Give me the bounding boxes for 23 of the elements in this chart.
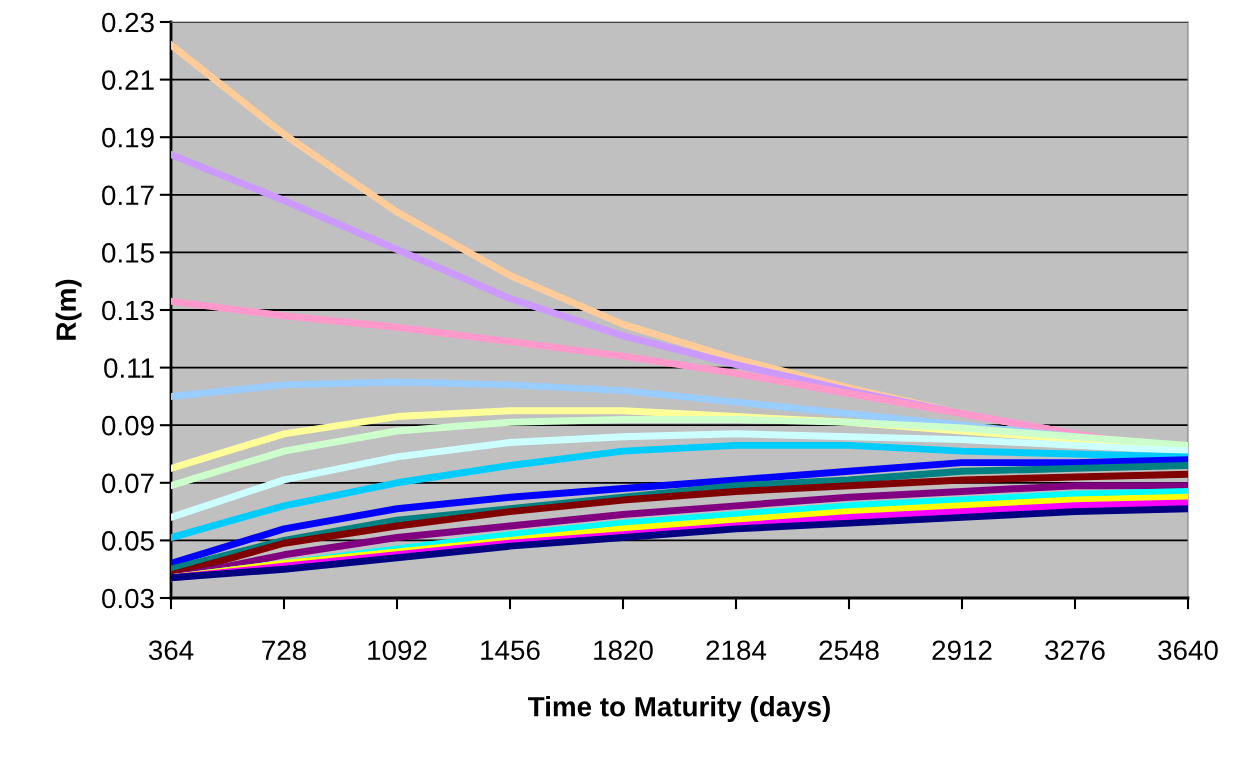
y-tick-label: 0.15 xyxy=(102,243,154,263)
x-axis-title: Time to Maturity (days) xyxy=(528,696,830,723)
y-tick-label: 0.17 xyxy=(102,185,154,206)
x-tick-label: 2548 xyxy=(819,640,879,661)
x-tick-label: 728 xyxy=(262,640,306,661)
y-tick-label: 0.21 xyxy=(102,70,154,90)
y-tick-label: 0.19 xyxy=(102,127,154,148)
y-tick-label: 0.23 xyxy=(102,12,154,33)
x-tick-label: 1820 xyxy=(594,640,653,661)
x-tick-label: 1456 xyxy=(481,640,540,661)
x-tick-label: 2184 xyxy=(706,640,767,661)
y-tick-label: 0.05 xyxy=(102,531,154,551)
x-tick-label: 3276 xyxy=(1045,640,1105,661)
y-tick-label: 0.11 xyxy=(104,358,154,378)
y-axis-title: R(m) xyxy=(55,279,82,340)
y-tick-label: 0.07 xyxy=(102,473,154,494)
y-tick-label: 0.03 xyxy=(102,588,154,609)
y-tick-label: 0.09 xyxy=(102,415,154,436)
y-tick-label: 0.13 xyxy=(102,300,154,321)
x-tick-label: 2912 xyxy=(932,640,992,661)
x-tick-label: 364 xyxy=(148,640,194,661)
x-tick-label: 3640 xyxy=(1158,640,1218,661)
x-tick-label: 1092 xyxy=(368,640,427,661)
